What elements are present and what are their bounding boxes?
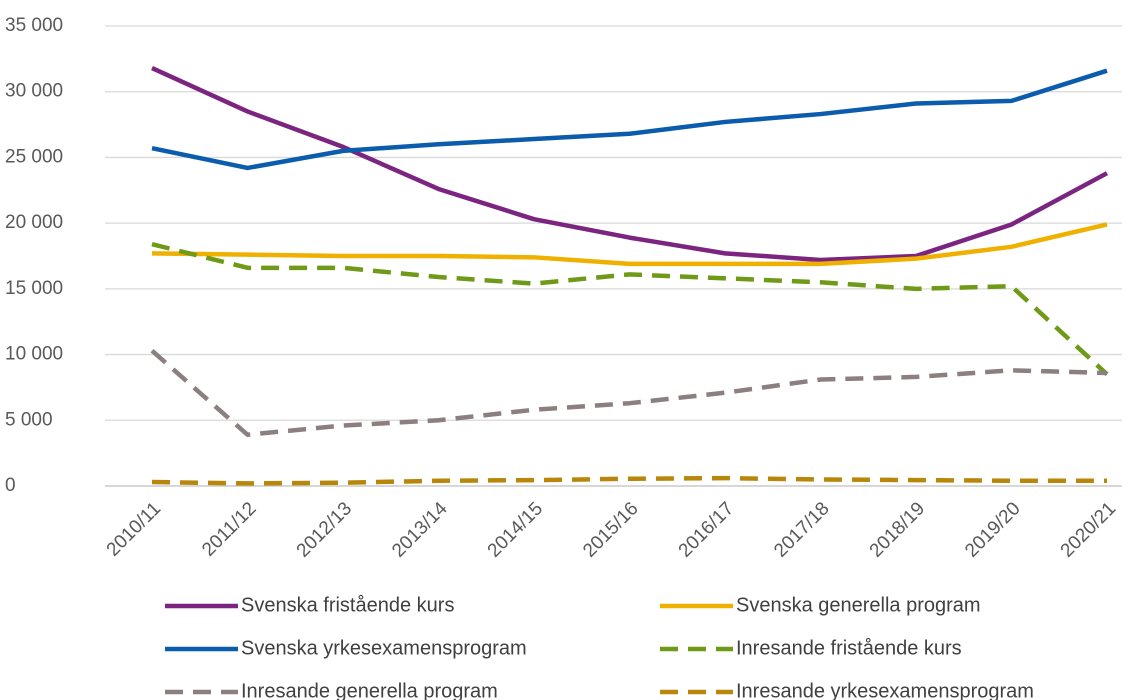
y-tick-label: 15 000 xyxy=(5,278,63,299)
x-tick-label: 2018/19 xyxy=(866,498,929,561)
series-line xyxy=(151,222,1108,267)
x-tick-label: 2013/14 xyxy=(388,498,452,562)
y-tick-label: 10 000 xyxy=(5,344,63,365)
series-line xyxy=(150,348,1108,437)
x-tick-label: 2019/20 xyxy=(961,498,1024,561)
legend-label: Inresande yrkesexamensprogram xyxy=(736,680,1034,700)
legend-label: Inresande fristående kurs xyxy=(736,637,962,659)
legend-label: Svenska generella program xyxy=(736,594,981,616)
legend-label: Svenska fristående kurs xyxy=(241,594,454,616)
y-tick-label: 5 000 xyxy=(5,409,53,430)
y-tick-label: 35 000 xyxy=(5,15,63,36)
x-tick-label: 2017/18 xyxy=(770,498,833,561)
x-tick-label: 2011/12 xyxy=(198,498,260,560)
series-line xyxy=(151,68,1108,171)
y-tick-label: 0 xyxy=(5,475,16,496)
legend-label: Svenska yrkesexamensprogram xyxy=(241,637,527,659)
x-tick-label: 2015/16 xyxy=(579,498,642,561)
x-tick-label: 2012/13 xyxy=(293,498,356,561)
legend-label: Inresande generella program xyxy=(241,680,498,700)
y-tick-label: 25 000 xyxy=(5,146,63,167)
x-tick-label: 2014/15 xyxy=(484,498,547,561)
y-tick-label: 30 000 xyxy=(5,81,63,102)
series-line xyxy=(151,241,1109,376)
series-line xyxy=(151,66,1109,263)
y-tick-label: 20 000 xyxy=(5,212,63,233)
x-tick-label: 2010/11 xyxy=(103,498,165,560)
x-tick-label: 2020/21 xyxy=(1057,498,1120,561)
series-line xyxy=(151,475,1107,486)
x-tick-label: 2016/17 xyxy=(675,498,738,561)
